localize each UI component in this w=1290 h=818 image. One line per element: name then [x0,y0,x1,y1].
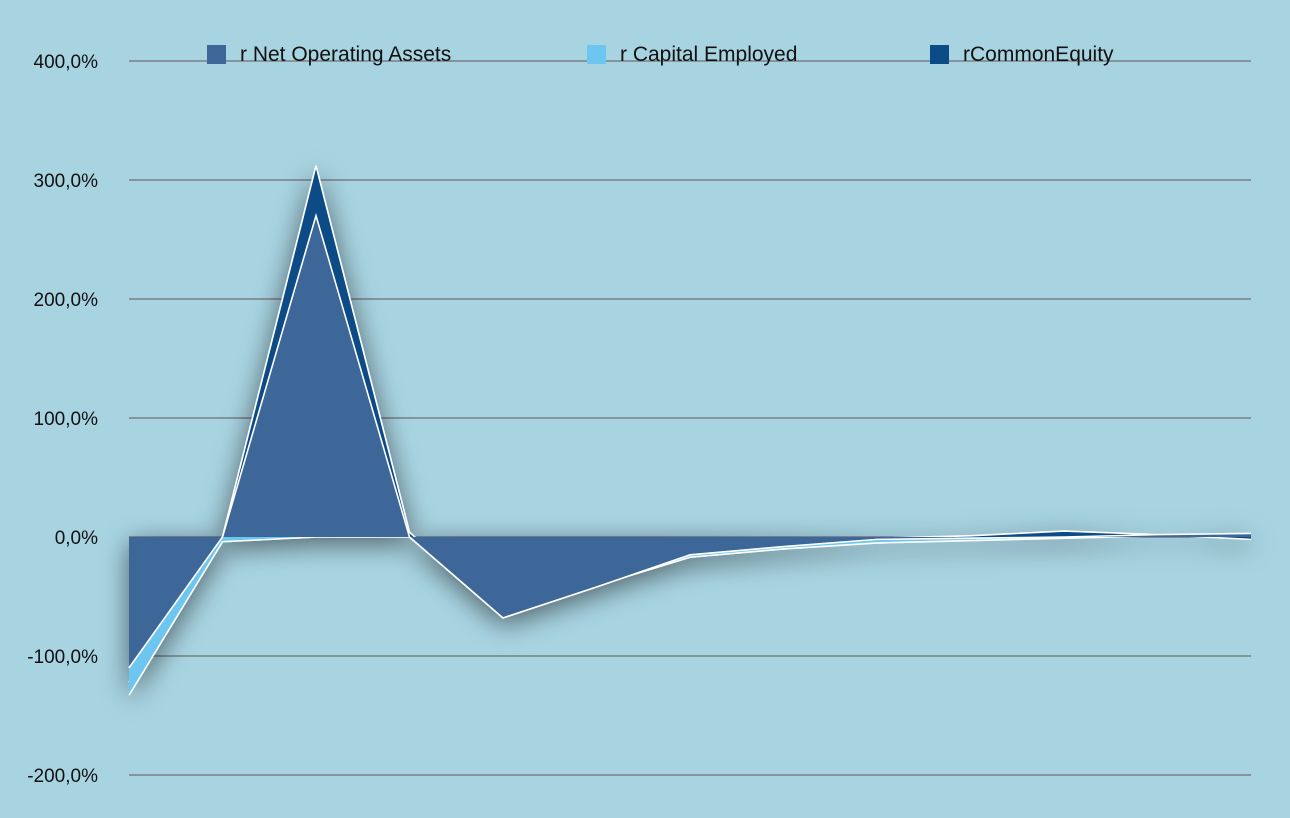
legend-swatch [587,45,606,64]
legend-swatch [930,45,949,64]
legend-item: r Capital Employed [587,43,797,66]
y-tick-label: 0,0% [55,528,98,549]
legend: r Net Operating Assets r Capital Employed… [207,43,1114,66]
legend-label: rCommonEquity [963,43,1114,66]
legend-swatch [207,45,226,64]
y-tick-label: 400,0% [34,52,99,73]
legend-item: rCommonEquity [930,43,1114,66]
series-line [128,533,1252,696]
area-fill [129,215,1251,668]
legend-label: r Net Operating Assets [240,43,451,66]
y-tick-label: -200,0% [27,766,98,787]
series-line [128,212,1252,669]
plot-area [128,165,1252,696]
area-fill [129,534,1251,696]
series-2-area [128,533,1252,696]
y-tick-label: 100,0% [34,409,99,430]
y-tick-label: 200,0% [34,290,99,311]
legend-item: r Net Operating Assets [207,43,451,66]
y-tick-label: -100,0% [27,647,98,668]
series-1-area [128,212,1252,669]
y-tick-label: 300,0% [34,171,99,192]
legend-label: r Capital Employed [620,43,797,66]
y-axis-tick-labels: 400,0% 300,0% 200,0% 100,0% 0,0% -100,0% -200,… [27,52,98,787]
